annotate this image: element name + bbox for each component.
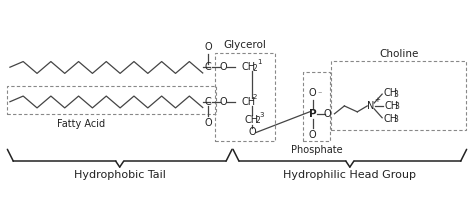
Text: Hydrophobic Tail: Hydrophobic Tail: [74, 170, 165, 180]
Bar: [331, 61, 465, 130]
Text: 2: 2: [256, 116, 261, 125]
Text: O: O: [248, 127, 256, 137]
Text: 3: 3: [394, 102, 399, 112]
Text: O: O: [309, 88, 316, 98]
Text: +: +: [374, 97, 380, 103]
Text: CH: CH: [383, 88, 397, 98]
Text: Phosphate: Phosphate: [291, 145, 342, 155]
Text: 2: 2: [253, 64, 258, 73]
Text: C: C: [205, 62, 211, 73]
Text: C: C: [205, 97, 211, 107]
Text: CH: CH: [383, 114, 397, 124]
Text: O: O: [309, 130, 316, 140]
Text: O: O: [204, 42, 212, 52]
Text: P: P: [309, 109, 316, 119]
Text: CH: CH: [245, 115, 259, 125]
Text: 2: 2: [253, 94, 257, 100]
Text: 3: 3: [260, 112, 264, 118]
Text: Choline: Choline: [379, 49, 419, 59]
Text: CH: CH: [384, 101, 398, 111]
Text: ⁻: ⁻: [318, 89, 322, 98]
Text: Fatty Acid: Fatty Acid: [57, 119, 105, 129]
Text: CH: CH: [242, 62, 256, 73]
Text: 3: 3: [393, 115, 398, 124]
Bar: [215, 53, 275, 141]
Bar: [302, 72, 330, 141]
Text: 3: 3: [393, 90, 398, 99]
Text: Hydrophilic Head Group: Hydrophilic Head Group: [283, 170, 416, 180]
Text: O: O: [219, 97, 227, 107]
Text: Glycerol: Glycerol: [224, 40, 266, 50]
Bar: [8, 86, 216, 114]
Text: CH: CH: [242, 97, 256, 107]
Text: N: N: [366, 101, 374, 111]
Text: O: O: [204, 118, 212, 128]
Text: 1: 1: [257, 60, 261, 65]
Text: O: O: [219, 62, 227, 73]
Text: O: O: [324, 109, 331, 119]
